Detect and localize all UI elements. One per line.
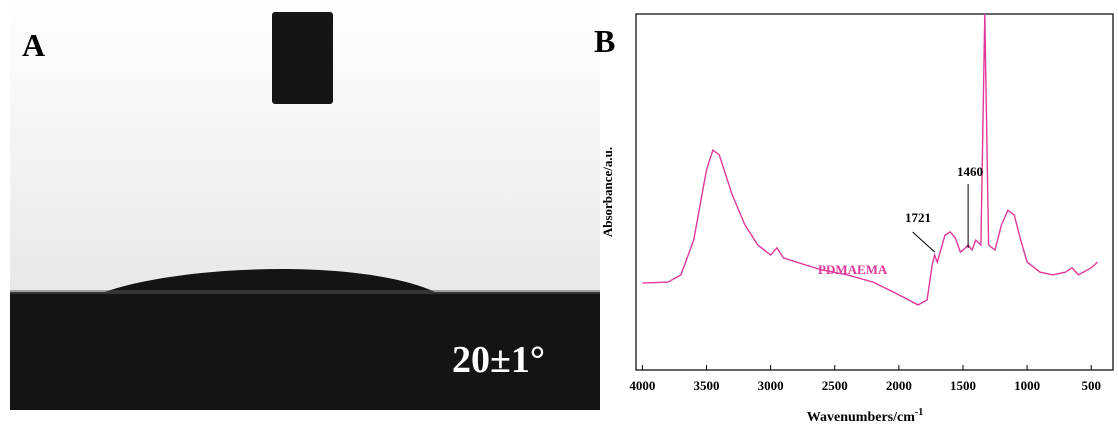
x-axis-label: Wavenumbers/cm-1 (807, 407, 923, 425)
spectrum-line (642, 13, 1099, 306)
x-axis-label-text: Wavenumbers/cm (807, 410, 915, 425)
plot-frame (635, 13, 1114, 371)
annotation: 1721 (905, 210, 931, 225)
x-tick-label: 2500 (822, 378, 848, 393)
x-tick-label: 4000 (629, 378, 655, 393)
droplet-substrate (10, 269, 600, 410)
x-tick-label: 3000 (758, 378, 784, 393)
panel-label: A (22, 27, 45, 63)
x-tick-label: 2000 (886, 378, 912, 393)
needle (272, 12, 333, 104)
x-tick-label: 1500 (950, 378, 976, 393)
series-label: PDMAEMA (818, 262, 888, 277)
annotation-pointer (912, 231, 935, 253)
panel-b: B Absorbance/a.u. Wavenumbers/cm-1 (594, 13, 1114, 425)
panel-a: A 20±1° (10, 0, 600, 410)
annotation: 1460 (957, 164, 983, 179)
contact-angle: 20±1° (452, 339, 545, 381)
x-tick-label: 500 (1081, 378, 1101, 393)
substrate-edge (10, 290, 600, 294)
y-axis-label: Absorbance/a.u. (600, 147, 615, 237)
x-tick-label: 1000 (1014, 378, 1040, 393)
x-axis-label-sup: -1 (915, 407, 923, 418)
x-tick-label: 3500 (694, 378, 720, 393)
panel-label: B (594, 23, 615, 59)
